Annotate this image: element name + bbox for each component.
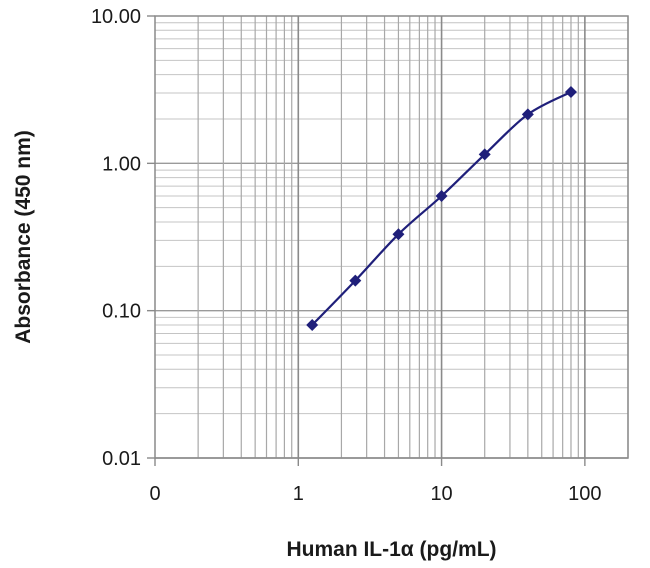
y-tick-label: 10.00 — [91, 6, 141, 28]
x-tick-label: 10 — [430, 483, 452, 505]
y-tick-label: 0.01 — [102, 448, 141, 470]
data-point — [349, 274, 362, 287]
x-tick-label: 1 — [293, 483, 304, 505]
data-point — [564, 85, 577, 98]
data-point — [392, 228, 405, 241]
plot-area-frame — [154, 15, 629, 459]
data-point — [435, 190, 448, 203]
series-layer — [306, 85, 577, 331]
y-axis-title: Absorbance (450 nm) — [12, 130, 35, 344]
y-tick-label: 0.10 — [102, 301, 141, 323]
data-point — [306, 318, 319, 331]
y-axis-ticks: 0.01 0.10 1.00 10.00 — [91, 6, 155, 470]
data-point — [478, 148, 491, 161]
x-axis-title: Human IL-1α (pg/mL) — [286, 538, 496, 561]
x-tick-label: 0 — [149, 483, 160, 505]
y-tick-label: 1.00 — [102, 153, 141, 175]
x-tick-label: 100 — [568, 483, 601, 505]
x-axis-ticks: 0 1 10 100 — [149, 458, 602, 505]
data-point — [521, 108, 534, 121]
grid — [155, 16, 629, 459]
